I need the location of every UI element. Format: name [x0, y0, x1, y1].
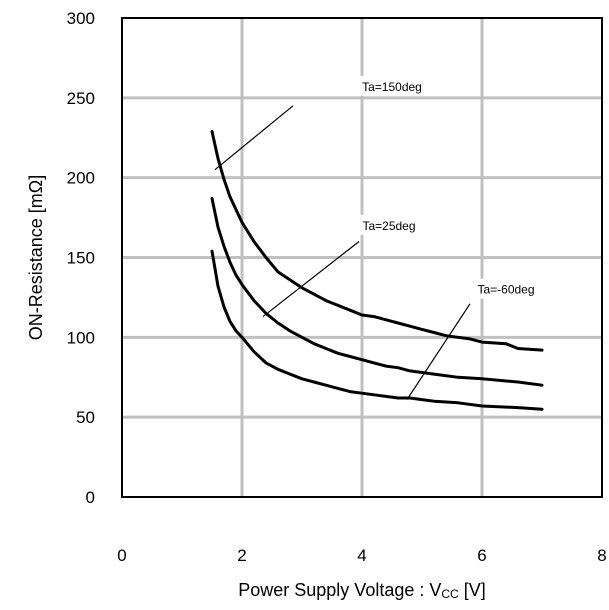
x-axis-label-subscript: CC	[441, 587, 459, 601]
grid-lines	[122, 18, 602, 497]
series-lines	[210, 129, 544, 411]
y-tick-label: 150	[67, 249, 95, 268]
series-line-3	[210, 249, 544, 411]
annotation-label-2: Ta=25deg	[362, 219, 415, 233]
annotation-label-3: Ta=-60deg	[477, 283, 534, 297]
annotation-label-1: Ta=150deg	[362, 80, 422, 94]
x-tick-label: 0	[117, 546, 126, 565]
annotation-label-bg-3	[466, 278, 546, 299]
x-tick-labels: 0 2 4 6 8	[117, 546, 606, 565]
x-axis-label-main: Power Supply Voltage : V	[238, 580, 442, 600]
annotation-leader-1	[214, 105, 294, 171]
x-axis-label: Power Supply Voltage : VCC [V]	[122, 580, 602, 601]
y-tick-label: 50	[76, 408, 95, 427]
y-tick-label: 0	[86, 488, 95, 507]
annotation-label-bg-1	[352, 75, 432, 96]
x-tick-label: 6	[477, 546, 486, 565]
y-axis-label: ON-Resistance [mΩ]	[26, 175, 46, 341]
y-tick-label: 250	[67, 89, 95, 108]
series-line-1	[210, 129, 544, 352]
y-tick-label: 100	[67, 328, 95, 347]
y-tick-label: 300	[67, 9, 95, 28]
y-tick-label: 200	[67, 169, 95, 188]
series-line-2	[210, 196, 544, 387]
annotation-label-bg-2	[349, 214, 429, 235]
x-tick-label: 4	[357, 546, 366, 565]
annotation-leader-2	[262, 241, 360, 318]
x-tick-label: 8	[597, 546, 606, 565]
x-axis-label-unit: [V]	[458, 580, 486, 600]
annotation-leader-3	[406, 303, 471, 400]
x-tick-label: 2	[237, 546, 246, 565]
annotations: Ta=150deg Ta=25deg Ta=-60deg	[214, 75, 546, 400]
y-tick-labels: 0 50 100 150 200 250 300	[67, 9, 95, 507]
plot-frame	[121, 17, 603, 498]
